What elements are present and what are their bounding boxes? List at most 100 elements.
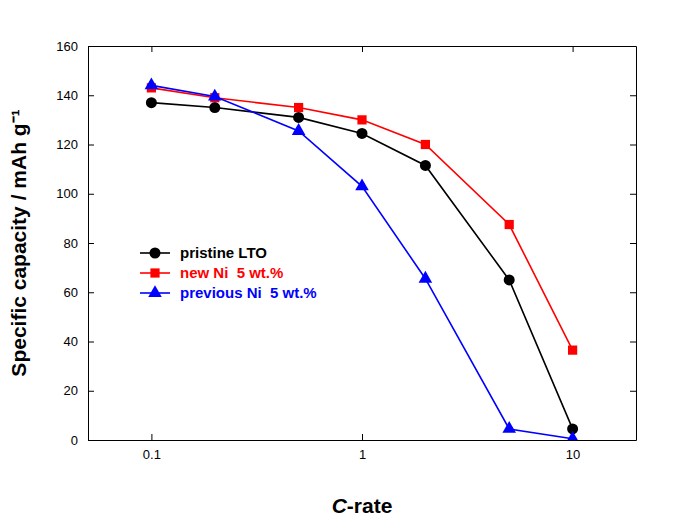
marker — [566, 431, 580, 440]
y-axis-title: Specific capacity / mAh g⁻¹ — [7, 109, 30, 376]
tick-mark — [88, 145, 94, 146]
tick — [630, 194, 636, 195]
tick-mark — [362, 434, 363, 440]
tick-mark — [573, 46, 574, 52]
marker — [292, 123, 306, 135]
tick-mark — [630, 292, 636, 293]
tick — [630, 46, 636, 47]
data-layer — [145, 78, 580, 440]
tick: 120 — [56, 137, 94, 152]
marker — [294, 103, 303, 112]
legend-item: new Ni 5 wt.% — [140, 264, 283, 281]
tick-label: 40 — [64, 334, 78, 349]
tick-mark — [630, 243, 636, 244]
tick — [630, 95, 636, 96]
tick-label: 60 — [64, 285, 78, 300]
tick: 100 — [56, 186, 94, 201]
tick: 80 — [64, 236, 94, 251]
series — [147, 83, 577, 354]
line — [151, 103, 572, 429]
tick-mark — [630, 95, 636, 96]
x-axis-top — [89, 46, 637, 52]
legend-item: pristine LTO — [140, 244, 267, 261]
tick-label: 1 — [359, 447, 366, 462]
tick — [573, 46, 574, 52]
chart: 0.1110020406080100120140160pristine LTOn… — [0, 0, 688, 529]
tick-mark — [88, 292, 94, 293]
legend: pristine LTO new Ni 5 wt.% previous Ni 5 w… — [140, 244, 317, 301]
tick-mark — [88, 243, 94, 244]
tick-label: 160 — [56, 39, 78, 54]
tick-label: 80 — [64, 236, 78, 251]
marker — [505, 220, 514, 229]
tick: 20 — [64, 383, 94, 398]
legend-item: previous Ni 5 wt.% — [140, 284, 317, 301]
axis-line — [89, 440, 637, 441]
x-axis-title: C-rate — [332, 494, 393, 517]
marker — [504, 274, 515, 285]
tick-mark — [88, 391, 94, 392]
marker — [208, 89, 222, 101]
tick-label: 140 — [56, 88, 78, 103]
marker — [293, 112, 304, 123]
marker — [357, 115, 366, 124]
tick-mark — [88, 342, 94, 343]
tick-label: 10 — [566, 447, 580, 462]
tick-mark — [630, 391, 636, 392]
tick-label: 100 — [56, 186, 78, 201]
tick: 40 — [64, 334, 94, 349]
tick — [630, 145, 636, 146]
tick — [630, 342, 636, 343]
legend-label: previous Ni 5 wt.% — [180, 284, 317, 301]
marker — [568, 346, 577, 355]
tick — [630, 440, 636, 441]
marker — [146, 97, 157, 108]
tick — [151, 46, 152, 52]
tick: 0 — [71, 433, 94, 448]
tick: 1 — [359, 434, 366, 462]
axis-line — [636, 47, 637, 441]
tick-mark — [88, 194, 94, 195]
tick-label: 120 — [56, 137, 78, 152]
tick: 140 — [56, 88, 94, 103]
line — [151, 88, 572, 350]
tick-mark — [362, 46, 363, 52]
tick: 160 — [56, 39, 94, 54]
legend-marker — [148, 285, 162, 297]
tick-mark — [88, 440, 94, 441]
x-axis: 0.1 1 10 — [89, 434, 637, 462]
tick-mark — [630, 440, 636, 441]
tick: 0.1 — [143, 434, 161, 462]
tick: 60 — [64, 285, 94, 300]
tick-mark — [151, 46, 152, 52]
series — [145, 78, 580, 440]
line — [151, 85, 572, 438]
marker — [355, 179, 369, 191]
legend-label: new Ni 5 wt.% — [180, 264, 283, 281]
marker — [420, 160, 431, 171]
marker — [421, 140, 430, 149]
marker — [419, 271, 433, 283]
marker — [209, 102, 220, 113]
tick-label: 20 — [64, 383, 78, 398]
tick-mark — [88, 95, 94, 96]
legend-label: pristine LTO — [180, 244, 267, 261]
tick-label: 0.1 — [143, 447, 161, 462]
y-axis: 0 20 40 60 80 100 120 140 160 — [56, 39, 94, 448]
tick — [362, 46, 363, 52]
tick — [630, 292, 636, 293]
marker — [502, 421, 516, 433]
tick-mark — [630, 145, 636, 146]
y-axis-right — [630, 47, 637, 441]
tick-mark — [630, 46, 636, 47]
marker — [357, 128, 368, 139]
tick — [630, 391, 636, 392]
series — [146, 97, 578, 434]
tick-mark — [630, 194, 636, 195]
tick-mark — [630, 342, 636, 343]
tick-label: 0 — [71, 433, 78, 448]
tick — [630, 243, 636, 244]
legend-marker — [150, 248, 161, 259]
marker — [145, 78, 159, 90]
plot-area: 0.1110020406080100120140160pristine LTOn… — [56, 39, 636, 463]
